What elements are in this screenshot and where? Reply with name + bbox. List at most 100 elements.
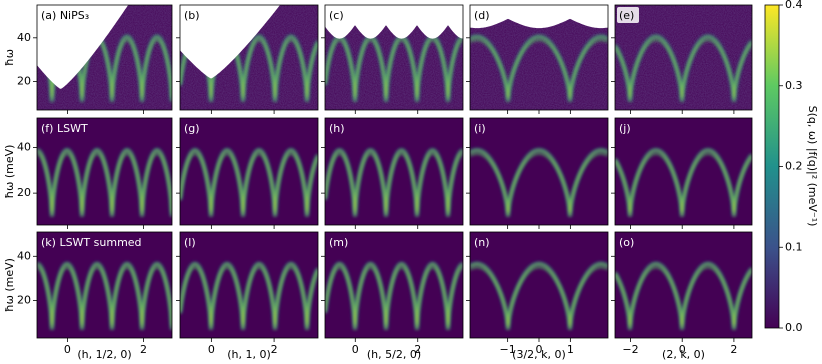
x-tick-label: 2 [414,343,421,356]
x-tick-label: 1 [567,343,574,356]
dispersion [325,263,463,330]
x-tick-label: 2 [730,343,737,356]
y-axis-label: ħω [3,49,16,66]
dispersion [470,152,608,213]
y-tick-label: 20 [17,75,31,88]
heatmap-bg [470,232,608,338]
x-tick-label: −1 [500,343,516,356]
colorbar-tick-label: 0.3 [785,79,803,92]
dispersion [470,38,608,98]
label-bg [327,7,349,23]
heatmap [37,118,172,225]
label-bg [617,7,639,23]
label-bg [182,7,204,23]
heatmap [180,5,318,110]
heatmap [470,5,608,110]
x-tick-label: 2 [271,343,278,356]
panel-label: (k) LSWT summed [41,236,142,249]
colorbar-label: S(q, ω) |f(q)|² (meV⁻¹) [806,106,819,227]
dispersion [615,35,752,102]
x-axis-label: (2, k, 0) [662,348,705,361]
y-tick-label: 40 [17,31,31,44]
panel-frame [36,231,173,339]
x-tick-label: 0 [679,343,686,356]
dispersion [470,263,608,330]
dispersion [470,266,608,326]
panel-frame [324,117,464,226]
panel-label: (g) [184,122,200,135]
heatmap [37,232,172,338]
panel-label: (e) [619,9,634,22]
panel-label: (l) [184,236,196,249]
x-axis-label: (h, 1/2, 0) [77,348,131,361]
y-axis-label: ħω (meV) [3,145,16,199]
panel-frame [179,4,319,111]
panel-label: (i) [474,122,486,135]
dispersion [615,263,752,330]
panel-label: (d) [474,9,490,22]
colorbar-tick-label: 0.2 [785,160,803,173]
panel-label: (c) [329,9,344,22]
x-axis-label: (h, 5/2, 0) [367,348,421,361]
dispersion [37,149,172,217]
x-tick-label: −2 [622,343,638,356]
panel-frame [179,117,319,226]
heatmap [325,118,463,225]
colorbar-tick-label: 0.1 [785,240,803,253]
colorbar [764,4,780,329]
heatmap [615,118,752,225]
heatmap [325,232,463,338]
y-tick-label: 20 [17,186,31,199]
panel-label: (o) [619,236,634,249]
panel-frame [614,4,753,111]
panel-frame [36,117,173,226]
panel-frame [614,231,753,339]
dispersion [470,35,608,102]
no-data-region [180,5,318,79]
x-tick-label: 0 [536,343,543,356]
y-tick-label: 40 [17,249,31,262]
panel-frame [36,4,173,111]
panel-frame [614,117,753,226]
y-axis-label: ħω (meV) [3,258,16,312]
x-axis-label: (3/2, k, 0) [512,348,566,361]
panel-label: (j) [619,122,631,135]
heatmap [470,118,608,225]
dispersion [615,149,752,217]
panel-label: (h) [329,122,345,135]
y-tick-label: 40 [17,141,31,154]
panel-label: (f) LSWT [41,122,88,135]
panel-frame [179,231,319,339]
no-data-region [470,5,608,29]
x-tick-label: 0 [208,343,215,356]
no-data-region [325,5,463,39]
x-axis-label: (h, 1, 0) [227,348,271,361]
label-bg [472,7,494,23]
x-tick-label: 2 [140,343,147,356]
heatmap [180,118,318,225]
heatmap [180,232,318,338]
heatmap [470,232,608,338]
label-bg [39,7,99,23]
panel-label: (m) [329,236,348,249]
dispersion [325,149,463,217]
heatmap-bg [470,118,608,225]
panel-frame [324,4,464,111]
dispersion [325,36,463,102]
x-tick-label: 0 [352,343,359,356]
colorbar-tick-label: 0.0 [785,321,803,334]
dispersion [37,263,172,330]
colorbar-tick-label: 0.4 [785,0,803,11]
dispersion [180,263,318,330]
panel-label: (n) [474,236,490,249]
no-data-region [37,5,172,89]
heatmap-bg [37,118,172,225]
panel-label: (b) [184,9,200,22]
panel-frame [324,231,464,339]
heatmap [615,232,752,338]
y-tick-label: 20 [17,293,31,306]
dispersion [180,149,318,217]
dispersion [470,149,608,217]
panel-label: (a) NiPS₃ [41,9,89,22]
